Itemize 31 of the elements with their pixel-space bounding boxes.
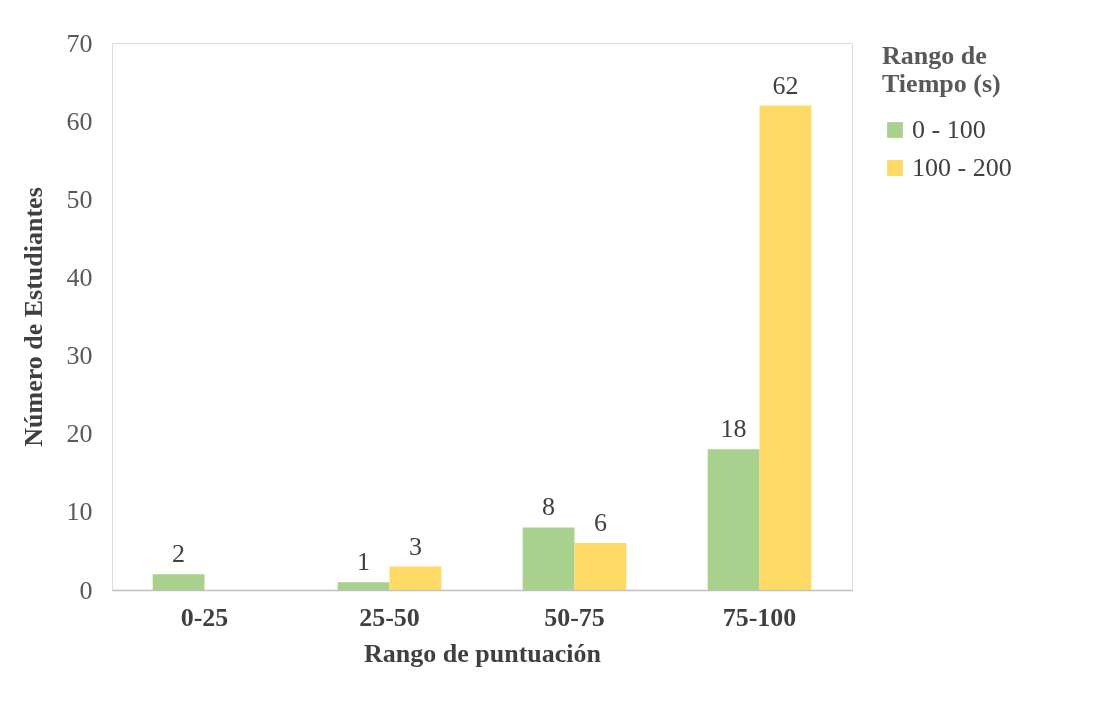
bar	[707, 449, 760, 590]
y-tick-label: 0	[79, 575, 93, 605]
y-tick-label: 20	[66, 419, 93, 449]
data-label: 3	[408, 531, 422, 561]
x-tick-label: 50-75	[544, 602, 605, 632]
data-label: 2	[172, 539, 186, 569]
y-axis-title: Número de Estudiantes	[18, 187, 48, 447]
data-label: 8	[542, 492, 556, 522]
x-tick-label: 75-100	[722, 602, 797, 632]
x-tick-label: 0-25	[180, 602, 229, 632]
bar	[522, 527, 575, 590]
y-tick-label: 50	[66, 184, 93, 214]
legend-title: Rango de Tiempo (s)	[882, 41, 1001, 98]
bar	[337, 582, 390, 590]
bar	[759, 105, 812, 590]
data-label: 18	[720, 414, 747, 444]
y-tick-label: 40	[66, 262, 93, 292]
data-label: 1	[357, 547, 371, 577]
x-axis-title: Rango de puntuación	[364, 638, 602, 668]
x-tick-label: 25-50	[359, 602, 420, 632]
y-tick-label: 70	[66, 28, 93, 58]
legend-label: 100 - 200	[912, 153, 1012, 182]
y-tick-label: 60	[66, 106, 93, 136]
data-label: 6	[593, 508, 607, 538]
bar	[152, 574, 205, 590]
y-tick-label: 30	[66, 341, 93, 371]
legend-label: 0 - 100	[912, 115, 986, 144]
bar	[389, 566, 442, 590]
y-tick-label: 10	[66, 497, 93, 527]
bar	[574, 543, 627, 590]
data-label: 62	[772, 70, 799, 100]
